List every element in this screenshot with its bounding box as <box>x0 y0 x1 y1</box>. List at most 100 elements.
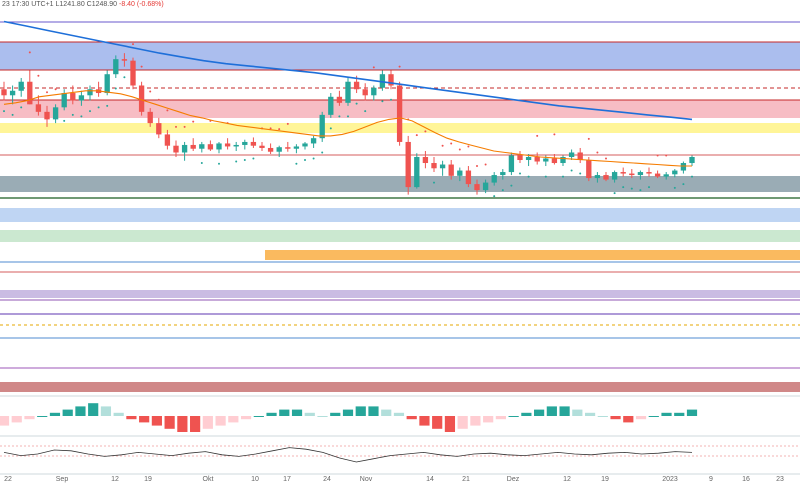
osc-bar <box>240 416 252 420</box>
candle-body <box>1 89 7 96</box>
zone-gray <box>0 176 800 192</box>
candle-body <box>353 81 360 90</box>
candle-body <box>130 60 136 86</box>
candle-body <box>508 155 515 173</box>
candle-body <box>293 146 300 149</box>
candle-body <box>138 85 145 112</box>
sar-dot <box>235 160 238 163</box>
candle-body <box>482 182 489 191</box>
x-tick-label: 23 <box>776 476 784 483</box>
candle-body <box>121 59 128 61</box>
sar-dot <box>562 175 564 178</box>
candle-body <box>611 172 618 180</box>
osc-bar <box>393 412 405 416</box>
sar-dot <box>510 184 513 187</box>
osc-bar <box>457 416 468 429</box>
osc-bar <box>164 416 175 429</box>
osc-bar <box>342 409 354 416</box>
sar-dot <box>691 175 693 178</box>
osc-bar <box>88 403 99 416</box>
candle-body <box>242 141 248 145</box>
osc-bar <box>546 406 557 416</box>
x-tick-label: 10 <box>251 476 259 483</box>
osc-bar <box>317 416 328 417</box>
sar-dot <box>218 162 220 165</box>
sar-dot <box>536 134 539 137</box>
x-tick-label: 14 <box>426 476 434 483</box>
sar-dot <box>123 76 126 79</box>
candle-body <box>147 111 153 124</box>
x-tick-label: 17 <box>283 476 291 483</box>
rsi-line <box>3 447 693 463</box>
candle-body <box>448 164 454 176</box>
candle-body <box>646 172 652 174</box>
osc-bar <box>253 416 264 417</box>
osc-bar <box>139 416 150 423</box>
x-tick-label: 16 <box>742 476 750 483</box>
candle-body <box>422 157 429 164</box>
sar-dot <box>527 175 530 178</box>
osc-bar <box>572 409 583 416</box>
ticker-line: 23 17:30 UTC+1 L1241.80 C1248.90 -8.40 (… <box>2 1 164 8</box>
sar-dot <box>424 130 427 133</box>
sar-dot <box>673 186 676 189</box>
sar-dot <box>355 102 358 105</box>
candle-body <box>689 157 695 164</box>
sar-dot <box>157 98 160 101</box>
x-tick-label: 2023 <box>662 476 678 483</box>
osc-bar <box>49 412 61 416</box>
osc-bar <box>521 412 532 416</box>
candle-body <box>35 104 42 112</box>
x-tick-label: Sep <box>56 476 69 483</box>
osc-bar <box>635 416 647 420</box>
x-tick-label: 12 <box>563 476 571 483</box>
candle-body <box>164 134 171 146</box>
sar-dot <box>166 109 169 112</box>
candle-body <box>568 152 575 157</box>
sar-dot <box>493 195 496 198</box>
candle-body <box>190 144 196 149</box>
osc-bar <box>610 416 621 420</box>
sar-dot <box>183 125 186 128</box>
candle-body <box>181 144 188 153</box>
osc-bar <box>0 416 10 426</box>
candle-body <box>285 147 291 149</box>
x-tick-label: Nov <box>360 476 373 483</box>
candle-body <box>388 74 394 86</box>
candle-body <box>328 96 334 115</box>
sar-dot <box>286 122 289 125</box>
ticker-change: -8.40 (-0.68%) <box>118 1 164 8</box>
candle-body <box>18 81 24 91</box>
candle-body <box>534 157 540 162</box>
sar-dot <box>398 65 401 68</box>
osc-bar <box>597 416 608 417</box>
sar-dot <box>587 137 590 140</box>
candle-body <box>663 174 669 177</box>
sar-dot <box>596 151 599 154</box>
sar-dot <box>372 66 375 69</box>
sar-dot <box>114 87 117 90</box>
x-tick-label: Okt <box>203 476 214 483</box>
sar-dot <box>243 159 246 162</box>
sar-dot <box>519 172 521 175</box>
sar-dot <box>648 186 650 189</box>
sar-dot <box>484 163 487 166</box>
candle-body <box>586 160 592 179</box>
sar-dot <box>630 187 633 190</box>
osc-bar <box>151 416 162 426</box>
candle-body <box>396 85 403 142</box>
osc-bar <box>304 412 315 416</box>
candle-body <box>224 143 231 147</box>
sar-dot <box>200 162 203 165</box>
osc-bar <box>406 416 417 420</box>
osc-bar <box>648 416 659 417</box>
osc-bar <box>661 412 672 416</box>
osc-bar <box>177 416 188 432</box>
candle-body <box>78 95 85 101</box>
sar-dot <box>665 154 668 157</box>
sar-dot <box>321 151 324 154</box>
candle-body <box>405 141 411 188</box>
x-tick-label: 19 <box>144 476 152 483</box>
sar-dot <box>252 157 255 160</box>
